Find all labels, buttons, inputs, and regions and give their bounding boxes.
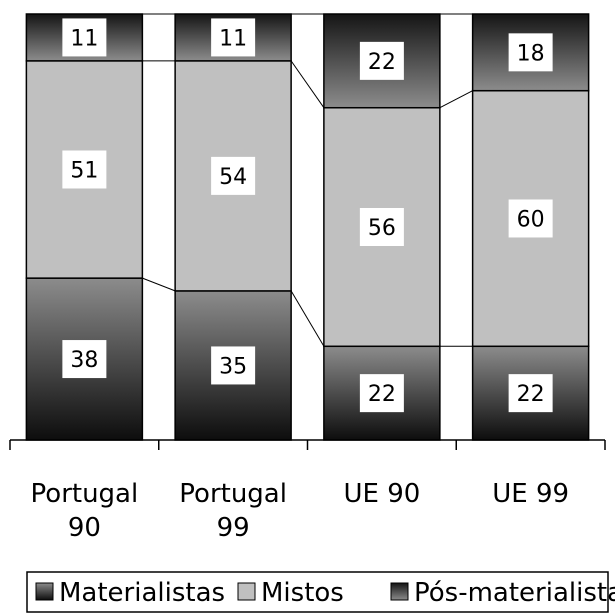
data-label-box-2-1 [211,18,256,57]
data-label-box-1-1 [211,156,256,195]
data-label-box-0-1 [211,346,256,385]
data-label-box-0-2 [359,374,404,413]
category-label-0-1: 90 [68,513,101,543]
category-label-3-0: UE 99 [492,479,569,509]
data-label-box-0-0 [62,340,107,379]
data-label-box-1-3 [508,199,553,238]
data-label-1-3: 60 [517,207,545,232]
x-axis: Portugal 90 Portugal 99 UE 90 UE 99 [9,439,606,543]
data-label-box-2-3 [508,33,553,72]
data-label-1-1: 54 [219,165,247,190]
legend-label-2: Pós-materialistas [414,578,615,608]
bars-layer [25,13,590,441]
category-label-1-0: Portugal [179,479,287,509]
data-label-2-0: 11 [70,26,98,51]
data-label-box-0-3 [508,374,553,413]
series-line-0-1 [290,290,325,347]
data-labels: 38 51 11 35 54 11 22 56 22 22 60 18 [62,18,553,413]
series-line-1-1 [290,60,325,109]
data-label-2-1: 11 [219,26,247,51]
data-label-1-0: 51 [70,158,98,183]
legend-swatch-0 [35,582,54,601]
legend-label-0: Materialistas [59,578,225,608]
data-label-1-2: 56 [368,216,396,241]
legend: Materialistas Mistos Pós-materialistas [26,571,615,613]
category-label-0-0: Portugal [31,479,139,509]
legend-swatch-2 [390,582,409,601]
data-label-box-1-2 [359,208,404,246]
data-label-2-2: 22 [368,50,396,75]
series-line-1-2 [439,90,473,109]
data-label-0-1: 35 [219,354,247,379]
data-label-0-3: 22 [517,382,545,407]
data-label-2-3: 18 [517,41,545,66]
data-label-0-0: 38 [70,348,98,373]
data-label-box-1-0 [62,150,107,189]
data-label-box-2-2 [359,41,404,80]
category-label-2-0: UE 90 [343,479,420,509]
data-label-0-2: 22 [368,382,396,407]
series-lines [142,13,473,347]
legend-label-1: Mistos [261,578,344,608]
series-line-0-0 [142,277,176,292]
data-label-box-2-0 [62,18,107,57]
category-label-1-1: 99 [217,513,250,543]
legend-swatch-1 [237,582,256,601]
legend-box [26,571,609,613]
